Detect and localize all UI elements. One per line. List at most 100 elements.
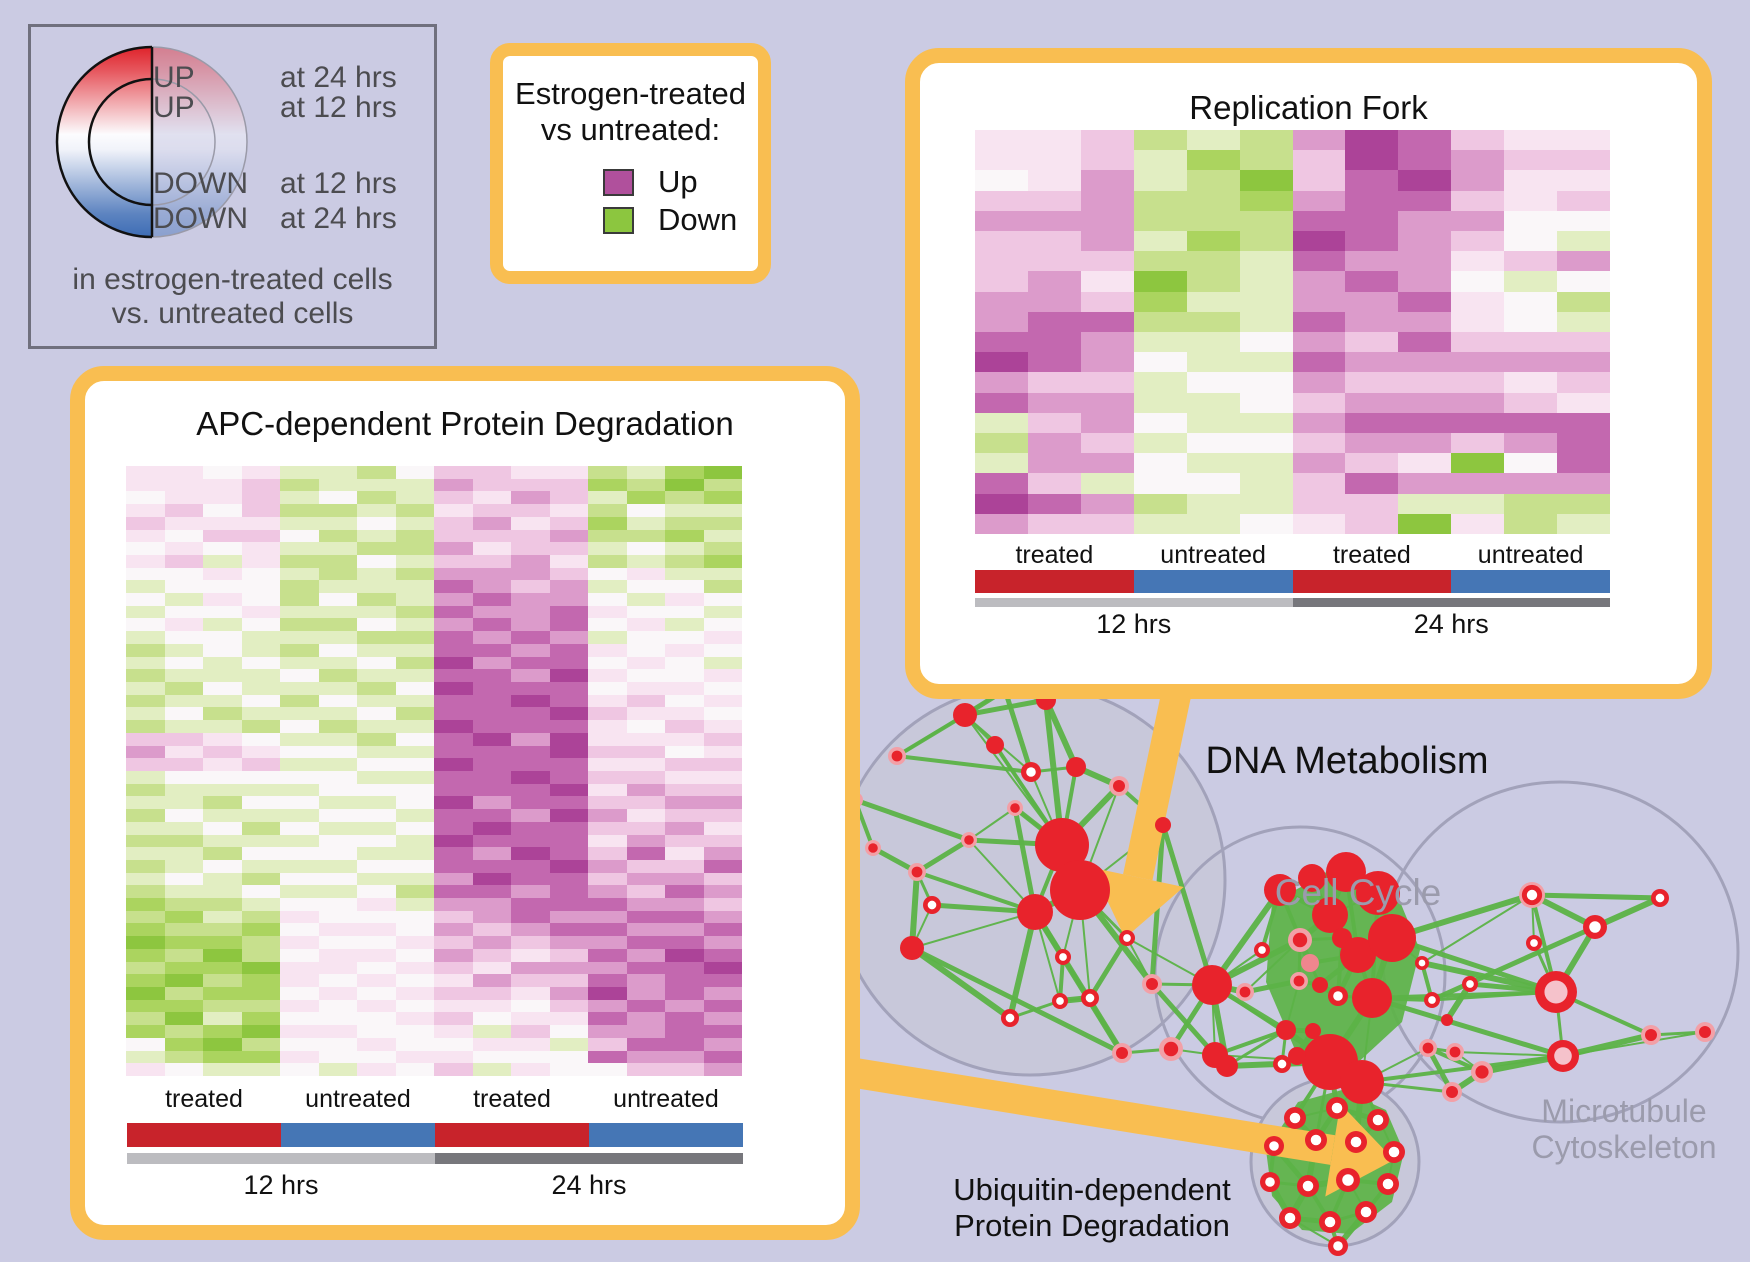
heatmap-cell: [1239, 392, 1293, 413]
heatmap-cell: [1557, 210, 1610, 231]
heatmap-cell: [164, 1050, 203, 1064]
heatmap-cell: [588, 682, 627, 695]
heatmap-cell: [1557, 271, 1610, 292]
heatmap-cell: [357, 504, 396, 517]
heatmap-cell: [665, 770, 704, 784]
legend-caption-line2: vs. untreated cells: [111, 297, 354, 330]
heatmap-cell: [434, 948, 473, 962]
heatmap-cell: [1451, 412, 1505, 433]
heatmap-cell: [665, 821, 704, 835]
heatmap-cell: [665, 1012, 704, 1026]
gene-node-core: [1056, 997, 1064, 1005]
heatmap-cell: [975, 170, 1028, 191]
heatmap-cell: [1398, 271, 1452, 292]
heatmap-cell: [1557, 251, 1610, 272]
heatmap-cell: [126, 491, 165, 505]
heatmap-cell: [626, 593, 665, 606]
heatmap-cell: [126, 910, 165, 924]
heatmap-cell: [1345, 130, 1399, 151]
heatmap-cell: [472, 821, 511, 835]
heatmap-cell: [280, 923, 319, 937]
heatmap-cell: [1080, 372, 1134, 393]
treatment-group-label: treated: [473, 1085, 551, 1113]
heatmap-cell: [434, 656, 473, 670]
heatmap-cell: [280, 821, 319, 835]
heatmap-cell: [703, 1025, 742, 1038]
time-12h-bar-icon: [127, 1153, 435, 1164]
heatmap-cell: [318, 504, 357, 517]
gene-node-core: [1302, 1180, 1314, 1192]
heatmap-cell: [703, 910, 742, 924]
heatmap-cell: [126, 694, 165, 708]
heatmap-cell: [280, 948, 319, 962]
heatmap-cell: [1186, 332, 1240, 353]
heatmap-cell: [395, 885, 434, 899]
heatmap-cell: [703, 682, 742, 695]
heatmap-cell: [549, 504, 588, 517]
gene-node: [1326, 852, 1366, 892]
gene-node: [1305, 1023, 1321, 1039]
heatmap-cell: [511, 834, 550, 848]
heatmap-cell: [511, 580, 550, 594]
heatmap-cell: [357, 948, 396, 962]
heatmap-cell: [357, 987, 396, 1000]
heatmap-cell: [434, 491, 473, 505]
heatmap-cell: [1557, 311, 1610, 332]
heatmap-cell: [1398, 352, 1452, 373]
treatment-group-label: untreated: [1477, 541, 1584, 569]
heatmap-cell: [318, 936, 357, 949]
heatmap-cell: [1239, 231, 1293, 252]
heatmap-cell: [357, 872, 396, 886]
heatmap-cell: [588, 885, 627, 899]
heatmap-cell: [1451, 332, 1505, 353]
heatmap-cell: [241, 542, 280, 555]
network-edge: [895, 754, 1033, 774]
heatmap-cell: [241, 974, 280, 988]
heatmap-cell: [1292, 473, 1346, 494]
heatmap-cell: [164, 618, 203, 632]
heatmap-cell: [665, 694, 704, 708]
heatmap-cell: [1504, 332, 1558, 353]
heatmap-cell: [511, 529, 550, 543]
heatmap-cell: [511, 593, 550, 606]
heatmap-cell: [626, 758, 665, 771]
heatmap-cell: [434, 796, 473, 810]
heatmap-cell: [241, 1025, 280, 1038]
heatmap-cell: [472, 1037, 511, 1051]
heatmap-cell: [472, 618, 511, 632]
heatmap-cell: [1239, 311, 1293, 332]
heatmap-cell: [164, 999, 203, 1013]
heatmap-cell: [280, 1050, 319, 1064]
heatmap-cell: [395, 809, 434, 822]
heatmap-cell: [626, 1050, 665, 1064]
heatmap-cell: [164, 936, 203, 949]
heatmap-cell: [203, 466, 242, 479]
heatmap-cell: [203, 834, 242, 848]
heatmap-cell: [395, 745, 434, 759]
heatmap-cell: [626, 821, 665, 835]
heatmap-cell: [1451, 372, 1505, 393]
heatmap-cell: [395, 1025, 434, 1038]
cluster-label: Cytoskeleton: [1532, 1129, 1717, 1165]
heatmap-cell: [318, 948, 357, 962]
heatmap-cell: [1345, 271, 1399, 292]
heatmap-cell: [1186, 251, 1240, 272]
heatmap-cell: [357, 1050, 396, 1064]
gene-node-core: [1123, 934, 1131, 942]
heatmap-cell: [511, 987, 550, 1000]
heatmap-cell: [626, 516, 665, 530]
heatmap-cell: [703, 554, 742, 568]
heatmap-cell: [434, 999, 473, 1013]
heatmap-cell: [588, 745, 627, 759]
heatmap-cell: [1292, 130, 1346, 151]
heatmap-cell: [203, 643, 242, 657]
heatmap-cell: [164, 961, 203, 975]
heatmap-cell: [357, 694, 396, 708]
heatmap-cell: [626, 542, 665, 555]
heatmap-cell: [318, 669, 357, 683]
heatmap-cell: [511, 923, 550, 937]
gradient-circle-icon: [55, 45, 248, 239]
heatmap-cell: [588, 910, 627, 924]
heatmap-cell: [203, 758, 242, 771]
heatmap-cell: [1345, 352, 1399, 373]
